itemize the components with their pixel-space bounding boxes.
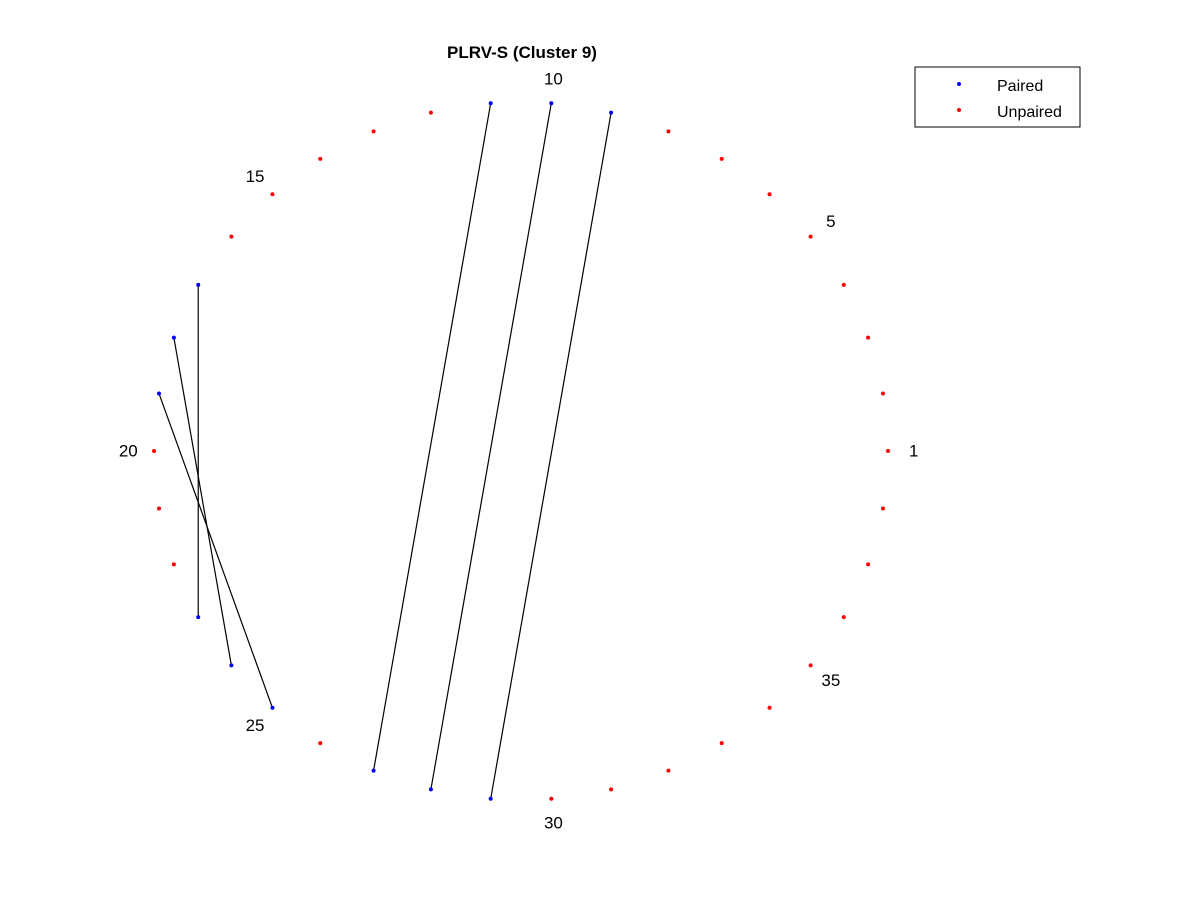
legend-unpaired-label: Unpaired bbox=[997, 104, 1062, 121]
position-dot bbox=[428, 787, 433, 792]
chart-title: PLRV-S (Cluster 9) bbox=[447, 43, 597, 62]
legend-paired-marker bbox=[957, 82, 961, 86]
position-label: 35 bbox=[821, 671, 840, 690]
position-dot bbox=[229, 663, 234, 668]
position-dot bbox=[371, 129, 376, 134]
position-dot bbox=[171, 562, 176, 567]
position-dot bbox=[808, 234, 813, 239]
pair-lines bbox=[158, 103, 612, 799]
position-label: 15 bbox=[246, 167, 265, 186]
position-dot bbox=[152, 449, 156, 453]
position-dot bbox=[428, 110, 433, 115]
legend-paired-label: Paired bbox=[997, 78, 1043, 95]
position-dot bbox=[318, 156, 323, 161]
position-dot bbox=[880, 391, 885, 396]
position-dot bbox=[609, 110, 614, 115]
position-dot bbox=[488, 101, 493, 106]
position-dot bbox=[666, 129, 671, 134]
position-dot bbox=[719, 156, 724, 161]
position-dot bbox=[157, 391, 162, 396]
legend-unpaired-marker bbox=[957, 108, 961, 112]
position-dot bbox=[171, 335, 176, 340]
position-dot bbox=[549, 101, 554, 106]
legend: Paired Unpaired bbox=[914, 66, 1081, 128]
position-dot bbox=[270, 705, 275, 710]
pair-line bbox=[430, 103, 552, 790]
position-dot bbox=[318, 741, 323, 746]
position-label: 1 bbox=[909, 442, 918, 461]
position-dot bbox=[880, 506, 885, 511]
position-dot bbox=[886, 449, 890, 453]
legend-box bbox=[914, 66, 1081, 128]
position-dot bbox=[866, 335, 871, 340]
pair-line bbox=[158, 393, 274, 708]
position-dot bbox=[609, 787, 614, 792]
position-dot bbox=[196, 615, 201, 620]
position-dot bbox=[157, 506, 162, 511]
position-label: 30 bbox=[544, 814, 563, 833]
position-dot bbox=[270, 192, 275, 197]
position-dot bbox=[841, 282, 846, 287]
position-dot bbox=[371, 768, 376, 773]
position-dot bbox=[808, 663, 813, 668]
position-label: 20 bbox=[119, 442, 138, 461]
position-dot bbox=[549, 796, 554, 801]
pair-line bbox=[490, 112, 612, 799]
position-dot bbox=[196, 282, 201, 287]
position-dot bbox=[767, 192, 772, 197]
position-dot bbox=[666, 768, 671, 773]
position-dot bbox=[719, 741, 724, 746]
position-label: 5 bbox=[826, 212, 835, 231]
pair-line bbox=[372, 103, 492, 771]
position-dots bbox=[152, 101, 890, 801]
position-dot bbox=[229, 234, 234, 239]
position-dot bbox=[488, 796, 493, 801]
pair-line bbox=[173, 337, 232, 666]
position-label: 25 bbox=[246, 716, 265, 735]
position-dot bbox=[866, 562, 871, 567]
position-dot bbox=[767, 705, 772, 710]
position-dot bbox=[841, 615, 846, 620]
position-label: 10 bbox=[544, 69, 563, 88]
